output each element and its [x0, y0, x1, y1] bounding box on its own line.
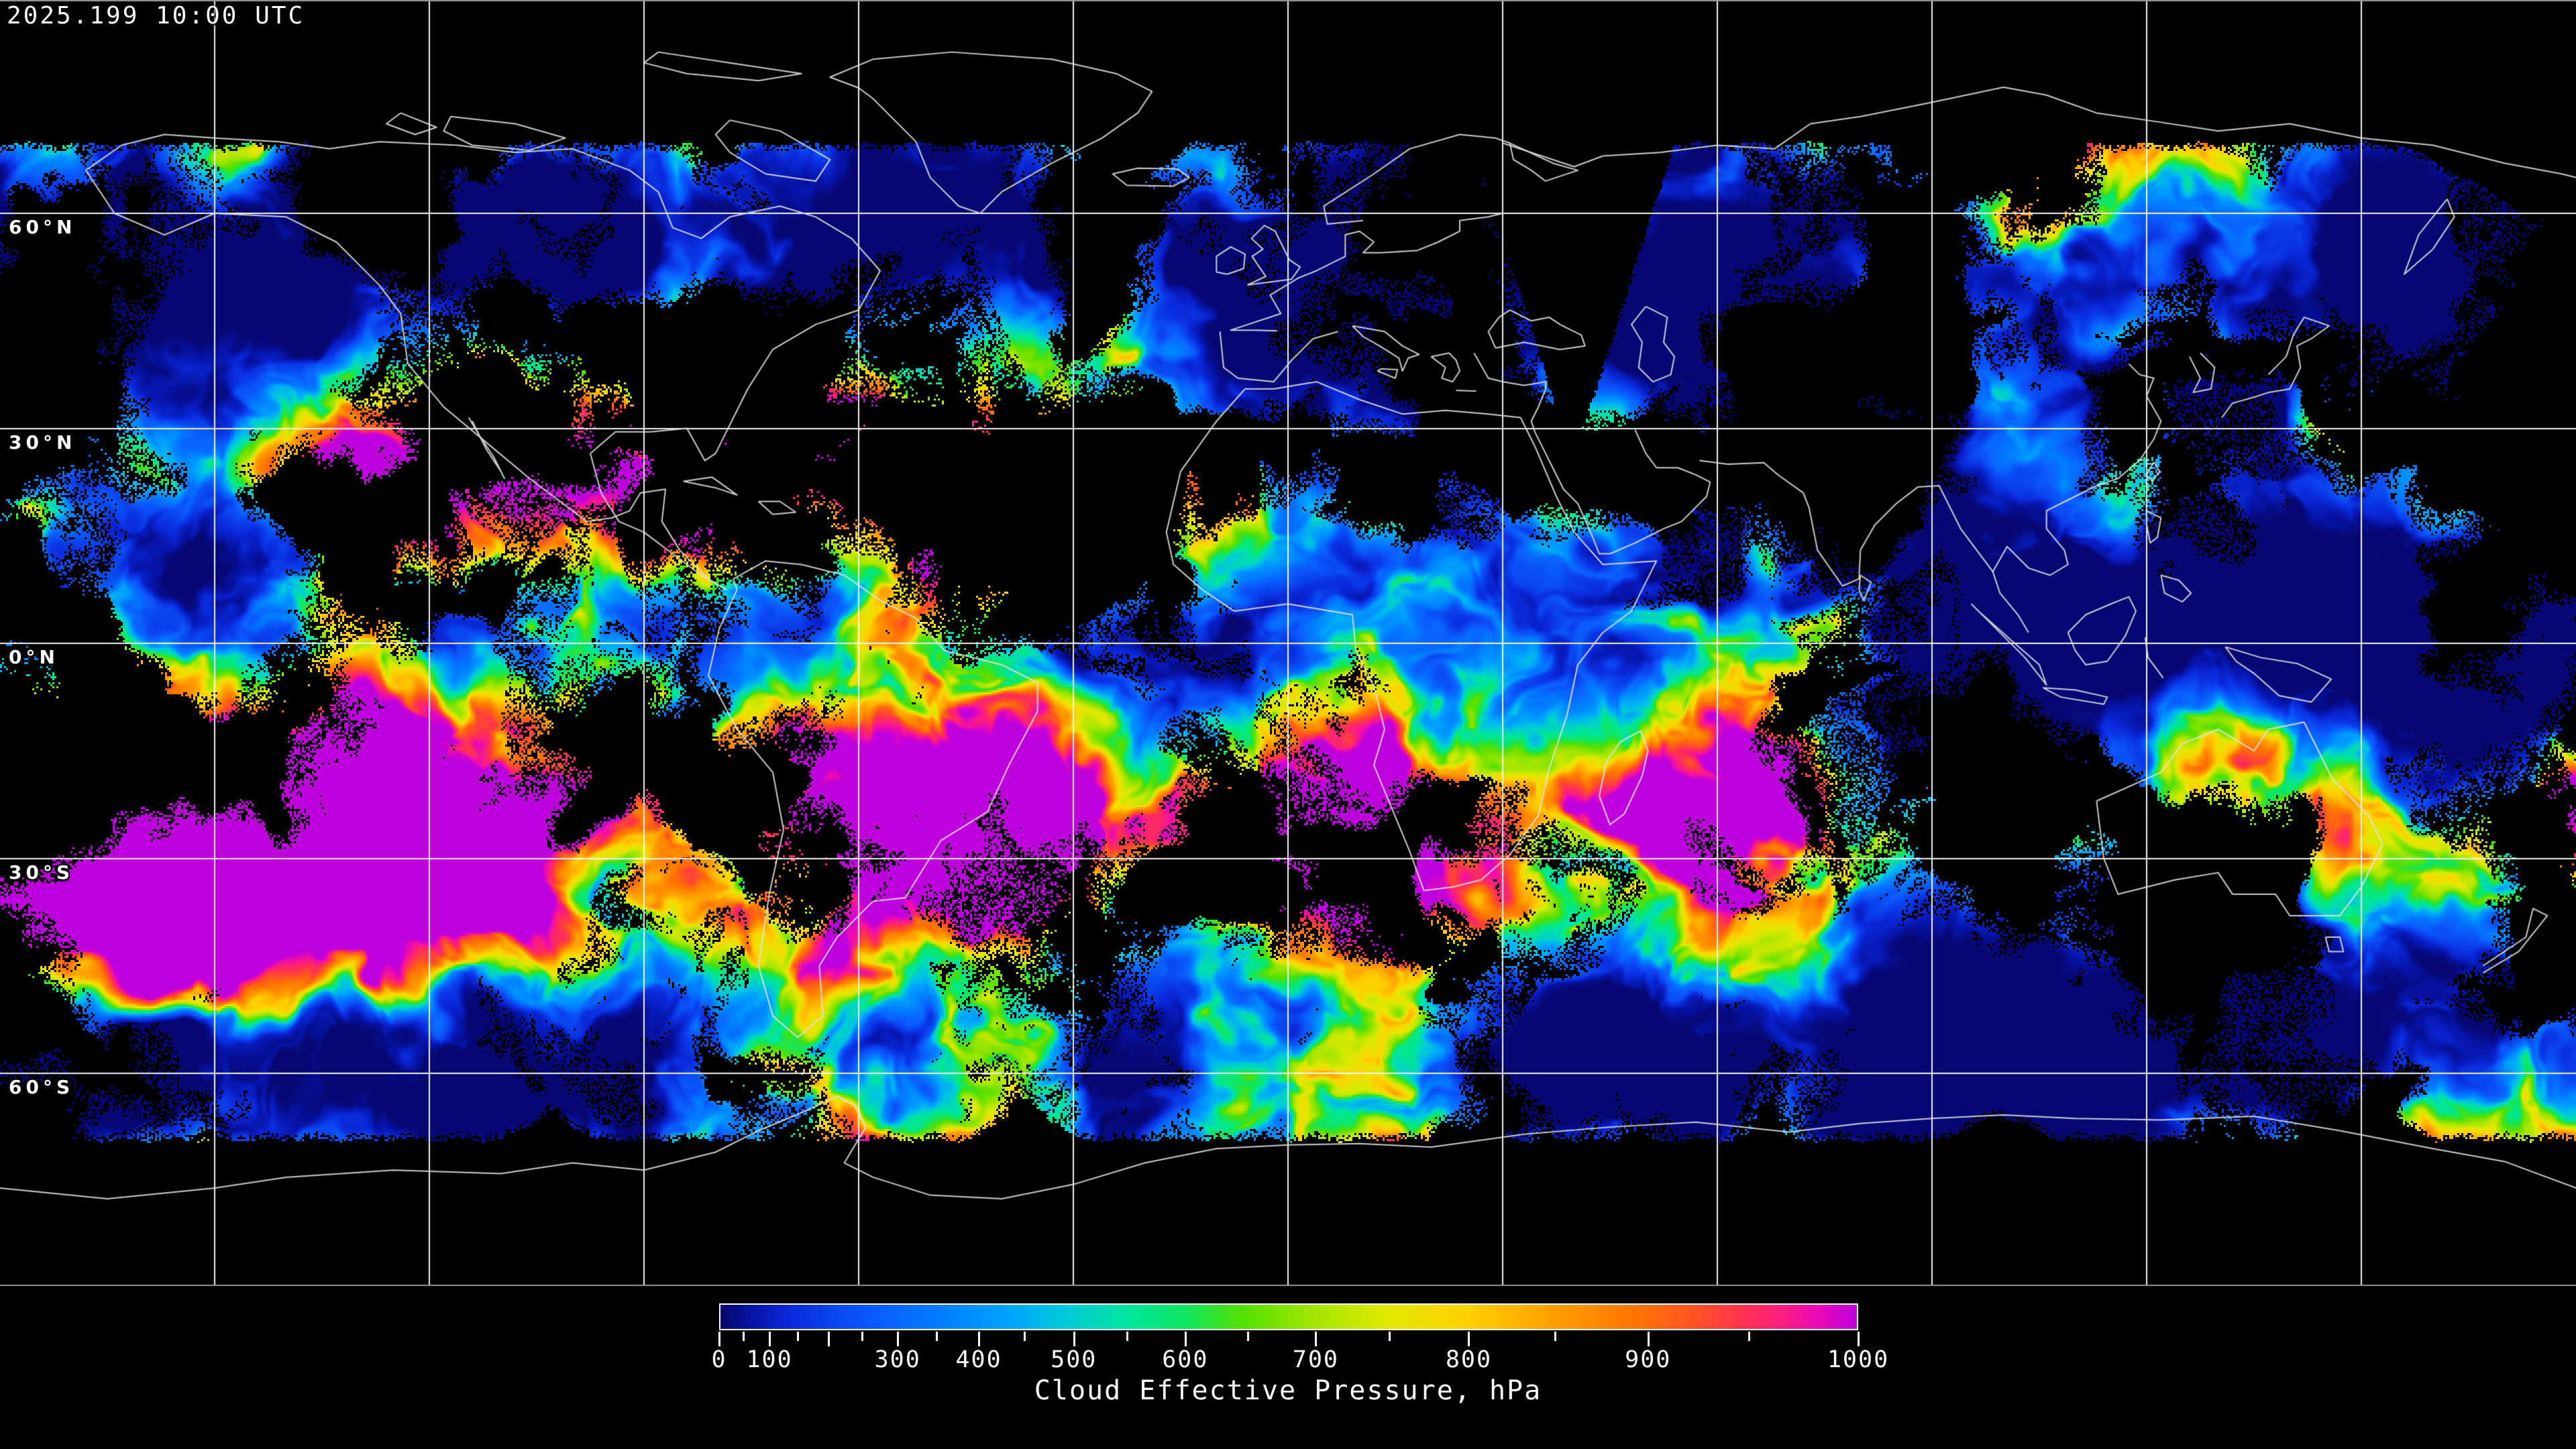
latitude-label: 30°S	[9, 861, 74, 883]
colorbar-major-tick	[897, 1332, 900, 1346]
colorbar-major-tick	[718, 1332, 720, 1346]
colorbar-gradient	[719, 1303, 1858, 1330]
colorbar-major-tick	[1468, 1332, 1470, 1346]
colorbar-minor-tick	[936, 1332, 938, 1341]
colorbar-major-tick	[769, 1332, 771, 1346]
colorbar-major-tick	[1315, 1332, 1318, 1346]
latitude-label: 60°S	[9, 1076, 74, 1098]
colorbar-tick-label: 800	[1445, 1346, 1493, 1373]
colorbar-tick-label: 100	[746, 1346, 793, 1373]
colorbar-tick-label: 0	[711, 1346, 727, 1373]
colorbar-tick-label: 700	[1292, 1346, 1339, 1373]
colorbar-minor-tick	[1388, 1332, 1391, 1341]
latitude-label: 60°N	[9, 216, 76, 238]
colorbar-tick-label: 500	[1051, 1346, 1097, 1373]
colorbar-major-tick	[1073, 1332, 1075, 1346]
colorbar-tick-label: 300	[874, 1346, 921, 1373]
colorbar-major-tick	[1858, 1332, 1860, 1346]
graticule-coastline-overlay-canvas	[0, 0, 2576, 1288]
colorbar-minor-tick	[1024, 1332, 1026, 1341]
colorbar-tick-label: 600	[1162, 1346, 1209, 1373]
colorbar-minor-tick	[1748, 1332, 1751, 1341]
colorbar-minor-tick	[1247, 1332, 1250, 1341]
colorbar-minor-tick	[861, 1332, 863, 1341]
colorbar-title: Cloud Effective Pressure, hPa	[1034, 1375, 1542, 1406]
colorbar-minor-tick	[1126, 1332, 1129, 1341]
colorbar-major-tick	[1647, 1332, 1650, 1346]
colorbar-minor-tick	[743, 1332, 745, 1341]
latitude-label: 30°N	[9, 431, 76, 453]
colorbar-major-tick	[828, 1332, 830, 1346]
timestamp-label: 2025.199 10:00 UTC	[7, 2, 305, 30]
latitude-label: 0°N	[9, 646, 59, 668]
colorbar-tick-label: 1000	[1827, 1346, 1890, 1373]
colorbar-major-tick	[1184, 1332, 1187, 1346]
colorbar-minor-tick	[1554, 1332, 1556, 1341]
colorbar-tick-label: 900	[1625, 1346, 1672, 1373]
colorbar-tick-label: 400	[955, 1346, 1002, 1373]
colorbar-major-tick	[978, 1332, 981, 1346]
colorbar-minor-tick	[797, 1332, 800, 1341]
